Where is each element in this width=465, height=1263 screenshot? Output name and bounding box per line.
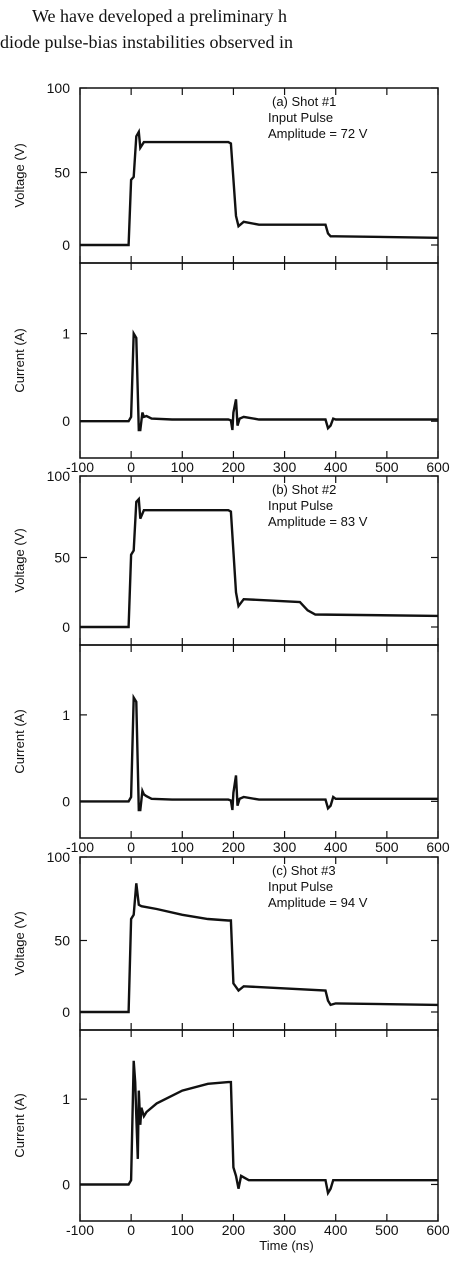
panel-a-voltage-ytick-label: 50: [54, 165, 70, 181]
panel-c-voltage-ytick-label: 100: [47, 849, 71, 865]
panel-b-voltage-ytick-label: 100: [47, 468, 71, 484]
panel-a-voltage-ytick-label: 100: [47, 80, 71, 96]
panel-c-voltage-ytick-label: 0: [62, 1004, 70, 1020]
panel-a-voltage-annotation-0: (a) Shot #1: [272, 94, 336, 109]
intro-line-2: diode pulse-bias instabilities observed …: [0, 32, 293, 52]
panel-a-current-xtick-label: 600: [426, 459, 450, 475]
panel-a-voltage-annotation-1: Input Pulse: [268, 110, 333, 125]
intro-text: We have developed a preliminary h diode …: [0, 0, 465, 58]
panel-a-current-xtick-label: 400: [324, 459, 348, 475]
panel-c-current-xtick-label: 0: [127, 1222, 135, 1238]
panel-b-current-xtick-label: 100: [171, 839, 195, 855]
panel-b-current-trace: [80, 693, 438, 812]
panel-c-voltage-trace: [80, 883, 439, 1014]
panel-b-voltage-annotation-2: Amplitude = 83 V: [268, 514, 368, 529]
panel-c-voltage-annotation-0: (c) Shot #3: [272, 863, 336, 878]
panel-b-voltage-ytick-label: 50: [54, 550, 70, 566]
panel-c-current-xtick-label: 400: [324, 1222, 348, 1238]
panel-c-voltage-ytick-label: 50: [54, 933, 70, 949]
panel-c-voltage-ylabel: Voltage (V): [12, 911, 27, 975]
panel-b-current-xtick-label: 500: [375, 839, 399, 855]
panel-b-current-ytick-label: 0: [62, 793, 70, 809]
panel-b-current-xtick-label: 0: [127, 839, 135, 855]
panel-c-voltage-annotation-1: Input Pulse: [268, 879, 333, 894]
panel-b-current-ylabel: Current (A): [12, 709, 27, 773]
panel-b-current-frame: [79, 644, 439, 839]
panel-a-current-xtick-label: 100: [171, 459, 195, 475]
panel-c-current-xtick-label: 200: [222, 1222, 246, 1238]
panel-b-voltage-annotation-0: (b) Shot #2: [272, 482, 336, 497]
panel-a-voltage-trace: [80, 127, 439, 247]
panel-a-current-ytick-label: 1: [62, 326, 70, 342]
panel-a-voltage-ytick-label: 0: [62, 237, 70, 253]
panel-b-voltage-ylabel: Voltage (V): [12, 528, 27, 592]
panel-b-voltage-trace: [80, 496, 439, 629]
panel-c-current-ytick-label: 1: [62, 1091, 70, 1107]
panel-a-voltage-ylabel: Voltage (V): [12, 143, 27, 207]
panel-a-current-xtick-label: -100: [66, 459, 94, 475]
panel-c-current-trace: [80, 1060, 438, 1197]
panel-c-current-ylabel: Current (A): [12, 1093, 27, 1157]
panel-b-voltage-annotation-1: Input Pulse: [268, 498, 333, 513]
panel-a-current-ylabel: Current (A): [12, 328, 27, 392]
panel-a-current-xtick-label: 500: [375, 459, 399, 475]
panel-b-current-ytick-label: 1: [62, 707, 70, 723]
panel-b-voltage-ytick-label: 0: [62, 619, 70, 635]
panel-b-current-xtick-label: 600: [426, 839, 450, 855]
panel-c-current-frame: [79, 1029, 439, 1222]
panel-b-current-xtick-label: 300: [273, 839, 297, 855]
panel-a-voltage-annotation-2: Amplitude = 72 V: [268, 126, 368, 141]
panel-c-voltage-annotation-2: Amplitude = 94 V: [268, 895, 368, 910]
panel-b-current-xtick-label: 200: [222, 839, 246, 855]
panel-a-current-xtick-label: 0: [127, 459, 135, 475]
panel-c-current-xtick-label: 500: [375, 1222, 399, 1238]
panel-c-current-ytick-label: 0: [62, 1176, 70, 1192]
panel-a-current-trace: [80, 329, 438, 432]
panel-a-current-ytick-label: 0: [62, 413, 70, 429]
panel-a-current-xtick-label: 200: [222, 459, 246, 475]
x-axis-label: Time (ns): [259, 1238, 314, 1253]
panel-a-current-frame: [79, 262, 439, 459]
panel-b-voltage-frame: [79, 475, 439, 646]
panel-c-current-xtick-label: 600: [426, 1222, 450, 1238]
panel-c-current-xtick-label: 100: [171, 1222, 195, 1238]
intro-line-1: We have developed a preliminary h: [32, 6, 287, 26]
panel-a-current-xtick-label: 300: [273, 459, 297, 475]
panel-b-current-xtick-label: 400: [324, 839, 348, 855]
panel-b-current-xtick-label: -100: [66, 839, 94, 855]
panel-c-current-xtick-label: -100: [66, 1222, 94, 1238]
panel-c-current-xtick-label: 300: [273, 1222, 297, 1238]
